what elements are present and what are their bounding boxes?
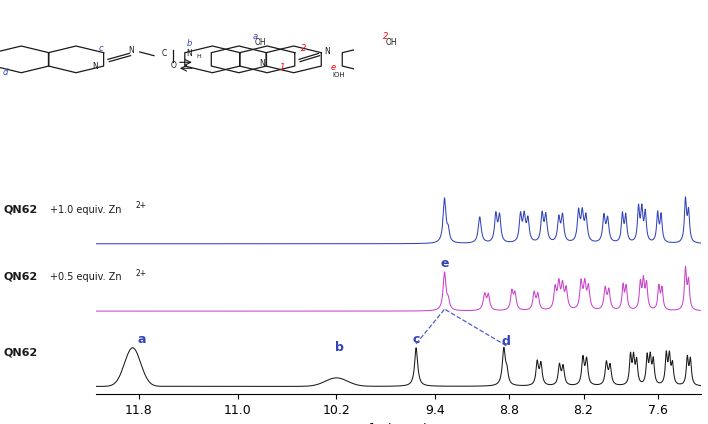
- Text: IOH: IOH: [333, 72, 346, 78]
- X-axis label: f1 (ppm): f1 (ppm): [368, 423, 428, 424]
- Text: e: e: [331, 63, 336, 72]
- Text: 2+: 2+: [136, 269, 147, 278]
- Text: a: a: [252, 32, 258, 41]
- Text: OH: OH: [386, 38, 397, 47]
- Text: QN62: QN62: [4, 272, 38, 282]
- Text: H: H: [196, 54, 201, 59]
- Text: N: N: [185, 49, 192, 58]
- Text: N: N: [259, 59, 265, 68]
- Text: +0.5 equiv. Zn: +0.5 equiv. Zn: [50, 272, 121, 282]
- Text: 2+: 2+: [136, 201, 147, 210]
- Text: N: N: [92, 61, 98, 70]
- Text: 2: 2: [301, 44, 306, 53]
- Text: 2: 2: [383, 32, 389, 41]
- Text: c: c: [413, 333, 420, 346]
- Text: d: d: [502, 335, 510, 348]
- Text: b: b: [187, 39, 192, 48]
- Text: c: c: [98, 45, 103, 53]
- Text: C: C: [162, 49, 167, 58]
- Text: 1: 1: [280, 63, 285, 72]
- Text: N: N: [324, 47, 330, 56]
- Text: a: a: [137, 333, 146, 346]
- Text: O: O: [171, 61, 176, 70]
- Text: QN62: QN62: [4, 204, 38, 215]
- Text: d: d: [3, 68, 8, 78]
- Text: +1.0 equiv. Zn: +1.0 equiv. Zn: [50, 204, 121, 215]
- Text: N: N: [128, 46, 134, 56]
- Text: e: e: [440, 257, 449, 270]
- Text: b: b: [334, 341, 343, 354]
- Text: QN62: QN62: [4, 347, 38, 357]
- Text: OH: OH: [255, 38, 266, 47]
